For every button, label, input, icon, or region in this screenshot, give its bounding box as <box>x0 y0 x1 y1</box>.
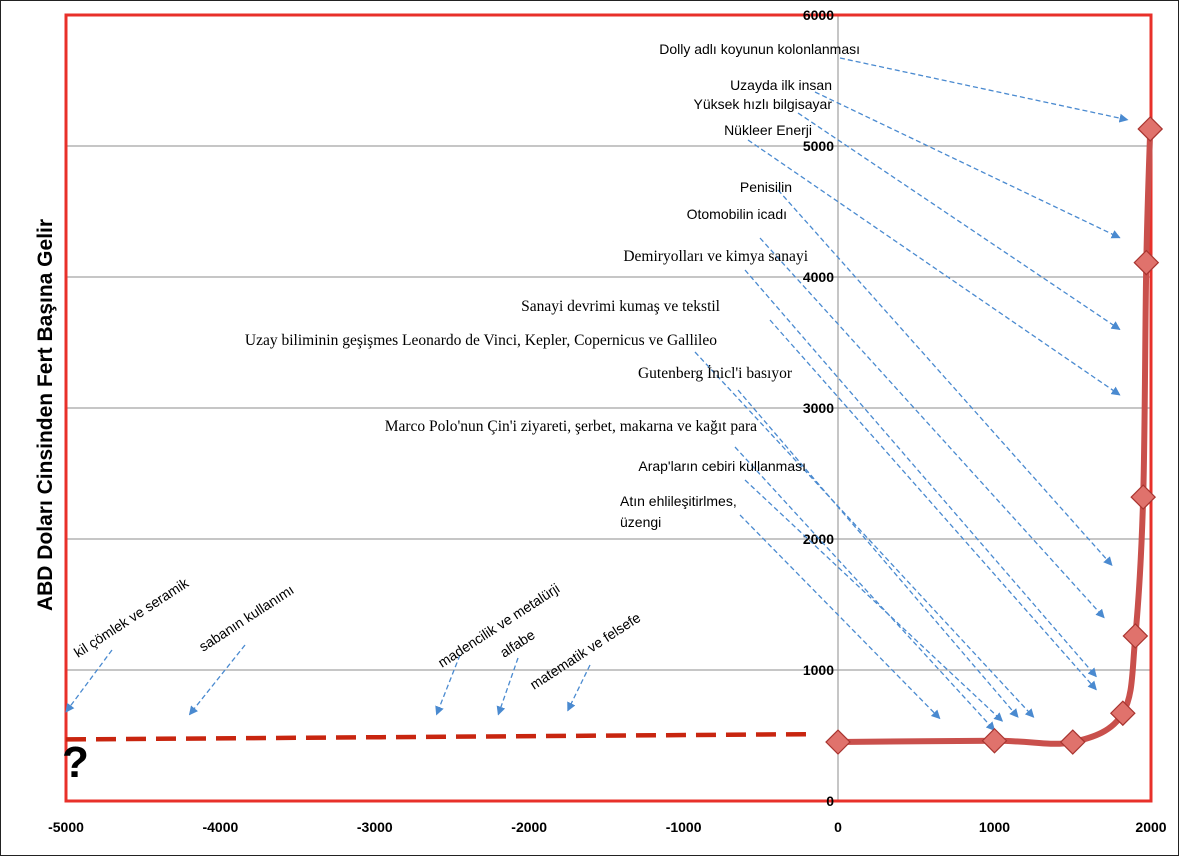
y-tick-label: 4000 <box>803 269 834 285</box>
annotation-label: Nükleer Enerji <box>724 122 812 138</box>
unknown-marker: ? <box>62 738 89 787</box>
annotation-arrow <box>567 664 591 712</box>
dashed-series-line <box>65 731 808 742</box>
annotation-arrow <box>65 649 113 713</box>
data-point-marker <box>1130 484 1157 510</box>
annotation-arrows <box>65 57 1129 731</box>
x-tick-label: -5000 <box>48 819 84 835</box>
annotation-label: matematik ve felsefe <box>527 609 644 692</box>
annotation-label: Penisilin <box>740 179 792 195</box>
annotation-label: Uzay biliminin geşişmes Leonardo de Vinc… <box>245 332 717 349</box>
data-point-marker <box>981 727 1008 754</box>
data-point-marker <box>1137 116 1164 142</box>
annotation-label: Otomobilin icadı <box>687 206 787 222</box>
annotation-arrow <box>747 139 1121 396</box>
annotation-label: Gutenberg İnicl'i basıyor <box>638 365 793 382</box>
x-tick-label: -1000 <box>666 819 702 835</box>
x-tick-label: 0 <box>834 819 842 835</box>
annotation-arrow <box>694 351 1035 718</box>
x-tick-label: -4000 <box>202 819 238 835</box>
y-tick-label: 6000 <box>803 7 834 23</box>
data-point-marker <box>825 729 851 755</box>
annotation-label: Sanayi devrimi kumaş ve tekstil <box>521 298 720 315</box>
annotation-arrow <box>769 319 1097 691</box>
data-point-marker <box>1059 729 1086 755</box>
tick-labels: 0 1000 2000 3000 4000 5000 6000 -5000 -4000 -3000… <box>48 7 1167 835</box>
x-tick-label: -2000 <box>511 819 547 835</box>
annotation-label: üzengi <box>620 514 661 530</box>
data-point-marker <box>1109 700 1136 727</box>
annotation-label: Arap'ların cebiri kullanması <box>638 458 806 474</box>
annotation-label: kil çömlek ve seramik <box>71 574 192 660</box>
annotation-label: Dolly adlı koyunun kolonlanması <box>659 41 860 57</box>
annotation-label: Uzayda ilk insan <box>730 77 832 93</box>
annotation-arrow <box>839 57 1129 123</box>
annotation-arrow <box>777 189 1113 566</box>
x-tick-label: -3000 <box>357 819 393 835</box>
y-tick-label: 5000 <box>803 138 834 154</box>
x-tick-label: 1000 <box>979 819 1010 835</box>
annotation-arrow <box>797 112 1121 330</box>
annotation-label: Yüksek hızlı bilgisayar <box>693 96 832 112</box>
series-line <box>835 125 1154 747</box>
annotation-arrow <box>737 389 1019 718</box>
y-tick-label: 0 <box>826 793 834 809</box>
x-tick-label: 2000 <box>1135 819 1166 835</box>
annotation-label: Atın ehlileşitirlmes, <box>620 493 737 509</box>
annotation-arrow <box>759 237 1105 619</box>
annotation-arrow <box>744 479 1004 722</box>
annotation-labels: Dolly adlı koyunun kolonlanması Uzayda il… <box>71 41 860 693</box>
plot-frame <box>64 13 1153 803</box>
dashed-series <box>65 731 808 742</box>
annotation-label: sabanın kullanımı <box>196 581 297 654</box>
annotation-arrow <box>496 657 519 716</box>
annotation-arrow <box>744 269 1097 678</box>
y-axis-label: ABD Doları Cinsinden Fert Başına Gelir <box>34 219 57 611</box>
data-point-marker <box>1133 249 1160 276</box>
data-point-marker <box>1122 623 1149 649</box>
y-tick-label: 1000 <box>803 662 834 678</box>
annotation-arrow <box>734 446 996 731</box>
y-tick-label: 3000 <box>803 400 834 416</box>
annotation-arrow <box>739 514 941 720</box>
annotation-label: madencilik ve metalürji <box>435 580 562 671</box>
annotation-arrow <box>188 644 246 716</box>
annotation-arrow <box>435 654 461 716</box>
income-series <box>825 116 1164 755</box>
annotation-arrow <box>814 91 1121 239</box>
annotation-label: Demiryolları ve kimya sanayi <box>623 248 808 265</box>
annotation-label: Marco Polo'nun Çin'i ziyareti, şerbet, m… <box>385 418 757 435</box>
